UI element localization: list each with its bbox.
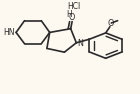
Text: HCl: HCl: [67, 2, 80, 11]
Text: HN: HN: [3, 28, 15, 37]
Text: H: H: [66, 10, 72, 19]
Text: N: N: [77, 39, 83, 48]
Text: O: O: [107, 19, 114, 28]
Text: O: O: [69, 13, 75, 22]
